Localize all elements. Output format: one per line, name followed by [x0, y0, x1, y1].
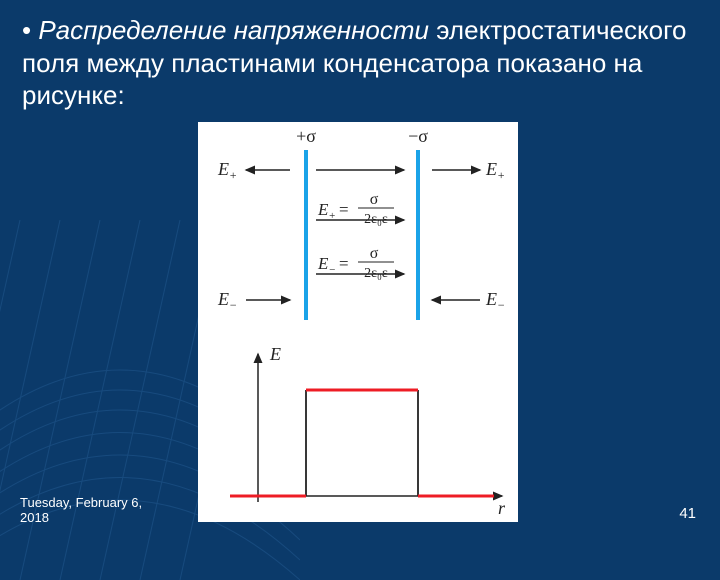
formula-eminus-num: σ [370, 245, 379, 262]
formula-eplus: E+= [317, 200, 349, 222]
label-eplus-left: E+ [217, 159, 237, 182]
formula-eplus-den: 2ε₀ε [364, 212, 388, 227]
y-axis-label: E [269, 344, 281, 364]
bullet: • [22, 15, 31, 45]
heading-emphasis: Распределение напряженности [38, 15, 429, 45]
formula-eplus-num: σ [370, 191, 379, 208]
x-axis-label: r [498, 498, 506, 518]
label-eplus-right: E+ [485, 159, 505, 182]
label-eminus-left: E− [217, 289, 237, 312]
formula-eminus: E−= [317, 254, 349, 276]
plus-sigma-label: +σ [296, 126, 316, 146]
footer-date: Tuesday, February 6, 2018 [20, 495, 142, 526]
slide-heading: • Распределение напряженности электроста… [0, 0, 720, 112]
footer-page-number: 41 [679, 505, 696, 522]
footer-date-line1: Tuesday, February 6, [20, 495, 142, 511]
minus-sigma-label: −σ [408, 126, 428, 146]
footer-date-line2: 2018 [20, 510, 142, 526]
physics-figure: +σ −σ E+ E+ E+= σ 2ε₀ε E−= σ 2ε₀ε E [198, 122, 518, 522]
formula-eminus-den: 2ε₀ε [364, 266, 388, 281]
label-eminus-right: E− [485, 289, 505, 312]
